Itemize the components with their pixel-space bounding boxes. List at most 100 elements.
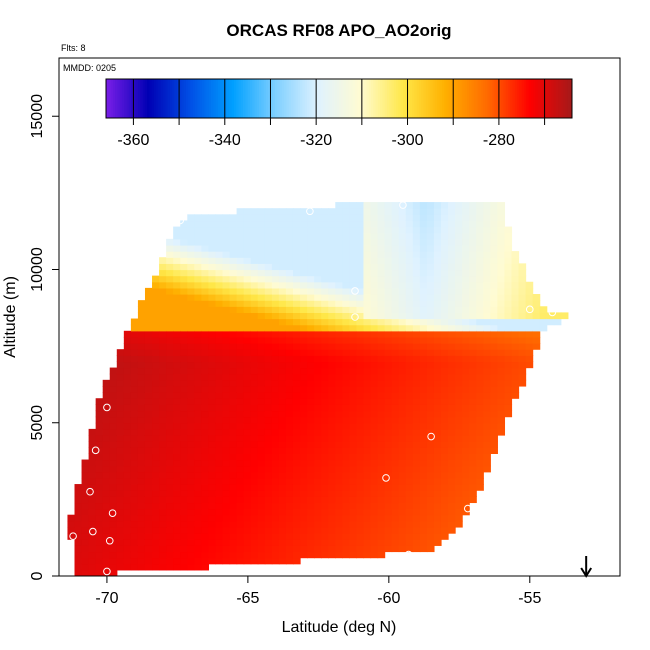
heatmap-cell (349, 533, 358, 540)
heatmap-cell (511, 294, 520, 301)
heatmap-cell (448, 324, 456, 332)
heatmap-cell (405, 398, 414, 405)
heatmap-cell (356, 459, 365, 467)
heatmap-cell (264, 496, 273, 504)
heatmap-cell (307, 392, 315, 399)
heatmap-cell (307, 453, 315, 461)
heatmap-cell (469, 490, 477, 497)
heatmap-cell (349, 306, 358, 313)
heatmap-cell (194, 422, 202, 430)
heatmap-cell (88, 471, 97, 479)
heatmap-cell (462, 220, 470, 228)
heatmap-cell (222, 404, 231, 412)
heatmap-cell (370, 471, 379, 479)
heatmap-cell (300, 385, 308, 393)
heatmap-cell (335, 373, 343, 381)
heatmap-cell (159, 490, 167, 497)
heatmap-cell (180, 533, 188, 540)
heatmap-cell (398, 281, 407, 289)
heatmap-cell (257, 416, 266, 424)
heatmap-cell (483, 300, 491, 307)
heatmap-cell (271, 373, 280, 381)
heatmap-cell (328, 441, 336, 448)
heatmap-cell (518, 336, 527, 344)
heatmap-cell (440, 379, 449, 387)
heatmap-cell (307, 373, 315, 381)
heatmap-cell (257, 226, 266, 234)
heatmap-cell (328, 410, 336, 418)
heatmap-cell (518, 379, 527, 387)
heatmap-cell (208, 226, 217, 234)
heatmap-cell (201, 477, 210, 485)
heatmap-cell (328, 349, 336, 356)
heatmap-cell (292, 226, 301, 234)
colorbar-swatch (115, 79, 118, 118)
heatmap-cell (166, 471, 174, 479)
heatmap-cell (321, 404, 329, 412)
heatmap-cell (483, 287, 491, 295)
heatmap-cell (398, 496, 407, 504)
heatmap-cell (187, 330, 195, 338)
heatmap-cell (342, 294, 350, 301)
heatmap-cell (398, 238, 407, 246)
colorbar-swatch (492, 79, 495, 118)
heatmap-cell (215, 539, 224, 546)
heatmap-cell (370, 453, 379, 461)
heatmap-cell (194, 508, 202, 516)
heatmap-cell (180, 514, 188, 522)
heatmap-cell (377, 336, 386, 344)
heatmap-cell (462, 508, 470, 516)
heatmap-cell (342, 447, 350, 454)
heatmap-cell (187, 238, 195, 246)
heatmap-cell (532, 294, 541, 301)
colorbar-swatch (453, 79, 456, 118)
heatmap-cell (116, 551, 125, 559)
heatmap-cell (307, 294, 315, 301)
heatmap-cell (229, 312, 238, 320)
colorbar-frame (105, 78, 573, 119)
heatmap-cell (187, 392, 195, 399)
heatmap-cell (504, 300, 513, 307)
heatmap-cell (159, 520, 167, 528)
heatmap-cell (271, 226, 280, 234)
heatmap-cell (497, 336, 506, 344)
heatmap-cell (433, 220, 442, 228)
colorbar-swatch (414, 79, 418, 118)
heatmap-cell (137, 533, 146, 540)
heatmap-cell (511, 269, 520, 277)
heatmap-cell (173, 385, 181, 393)
heatmap-cell (95, 496, 104, 504)
heatmap-cell (264, 281, 273, 289)
heatmap-cell (264, 508, 273, 516)
heatmap-cell (384, 459, 393, 467)
heatmap-cell (215, 502, 224, 510)
heatmap-cell (194, 257, 202, 264)
heatmap-cell (166, 330, 174, 338)
heatmap-cell (215, 496, 224, 504)
heatmap-cell (405, 269, 414, 277)
heatmap-cell (180, 539, 188, 546)
heatmap-cell (152, 477, 160, 485)
heatmap-cell (377, 220, 386, 228)
heatmap-cell (292, 484, 301, 491)
heatmap-cell (130, 557, 139, 565)
heatmap-cell (222, 281, 231, 289)
flights-count-label: Flts: 8 (61, 43, 86, 53)
y-tick-label: 0 (29, 571, 46, 580)
heatmap-cell (243, 477, 252, 485)
heatmap-cell (250, 385, 259, 393)
heatmap-cell (187, 471, 195, 479)
heatmap-cell (440, 251, 449, 258)
heatmap-cell (137, 367, 146, 375)
heatmap-cell (257, 502, 266, 510)
heatmap-cell (328, 355, 336, 363)
colorbar-swatch (501, 79, 504, 118)
heatmap-cell (95, 416, 104, 424)
heatmap-cell (215, 533, 224, 540)
colorbar-swatch (318, 79, 322, 118)
heatmap-cell (137, 490, 146, 497)
heatmap-cell (349, 465, 358, 473)
heatmap-cell (88, 520, 97, 528)
heatmap-cell (384, 300, 393, 307)
colorbar-swatch (423, 79, 427, 118)
